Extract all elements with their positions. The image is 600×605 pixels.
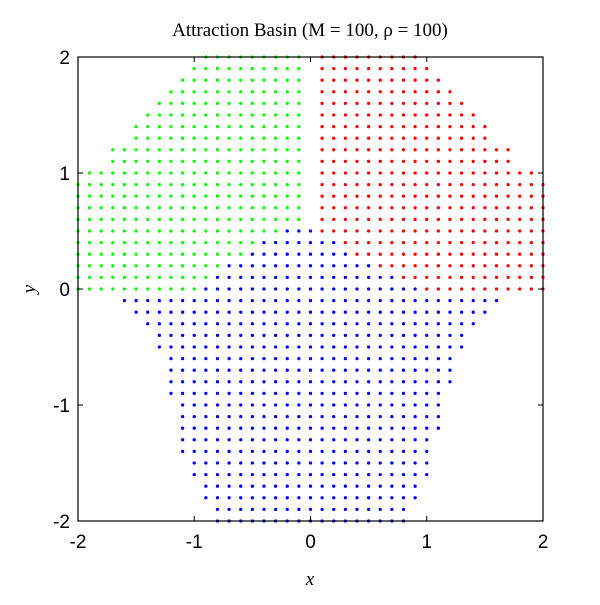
x-axis-label: x (305, 569, 315, 590)
y-tick-label: -1 (53, 396, 70, 417)
y-tick-label: 0 (59, 280, 70, 301)
x-tick-label: -2 (70, 532, 87, 553)
plot-area (76, 55, 546, 523)
y-axis-label: y (19, 284, 40, 295)
y-tick-label: 1 (59, 164, 70, 185)
x-tick-label: 2 (538, 532, 549, 553)
x-tick-label: 1 (421, 532, 432, 553)
chart-title: Attraction Basin (M = 100, ρ = 100) (172, 20, 448, 41)
y-tick-label: 2 (59, 48, 70, 69)
x-tick-label: -1 (186, 532, 203, 553)
y-tick-label: -2 (53, 512, 70, 533)
x-tick-label: 0 (305, 532, 316, 553)
